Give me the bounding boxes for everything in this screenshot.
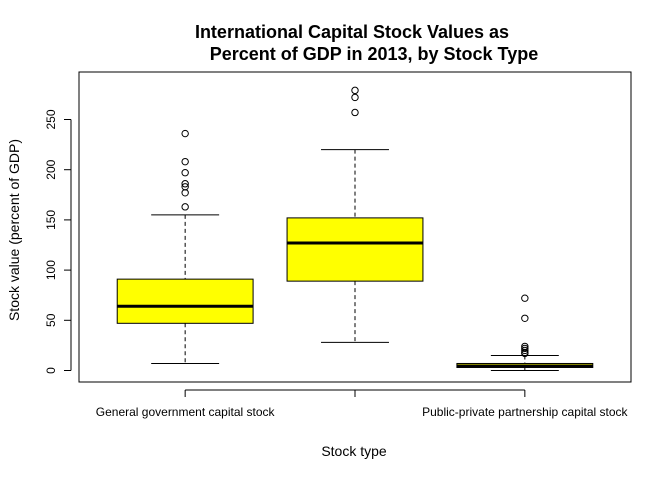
y-tick-label: 150 <box>44 210 58 230</box>
plot-frame <box>78 71 632 383</box>
box-2 <box>286 86 424 343</box>
x-tick-label: General government capital stock <box>96 405 276 419</box>
boxes-group <box>116 86 594 371</box>
chart-title-line-2: Percent of GDP in 2013, by Stock Type <box>210 44 538 64</box>
iqr-box <box>286 217 424 282</box>
outlier-point <box>521 294 529 302</box>
y-tick-label: 100 <box>44 260 58 280</box>
outlier-point <box>521 344 529 353</box>
box-3 <box>456 294 594 371</box>
x-axis-label: Stock type <box>321 443 387 459</box>
x-tick-label: Public-private partnership capital stock <box>422 405 628 419</box>
outlier-point <box>351 93 359 102</box>
chart-title-line-1: International Capital Stock Values as <box>195 22 509 42</box>
box-1 <box>116 129 254 364</box>
outlier-point <box>521 314 529 322</box>
x-axis: General government capital stock Public-p… <box>96 389 629 419</box>
y-tick-label: 200 <box>44 159 58 179</box>
y-axis-label: Stock value (percent of GDP) <box>6 139 22 321</box>
y-axis: 0 50 100 150 200 250 <box>44 109 72 374</box>
y-tick-label: 0 <box>44 367 58 374</box>
outlier-point <box>181 129 189 138</box>
outlier-point <box>181 189 189 197</box>
iqr-box <box>116 278 254 324</box>
outlier-point <box>181 183 189 191</box>
outlier-point <box>351 108 359 117</box>
outlier-point <box>521 346 529 355</box>
y-tick-label: 50 <box>44 313 58 327</box>
outlier-point <box>181 157 189 166</box>
outlier-point <box>181 180 189 188</box>
outlier-point <box>181 169 189 177</box>
outlier-point <box>351 86 359 95</box>
outlier-point <box>521 342 529 351</box>
y-tick-label: 250 <box>44 109 58 129</box>
outlier-point <box>181 203 189 211</box>
